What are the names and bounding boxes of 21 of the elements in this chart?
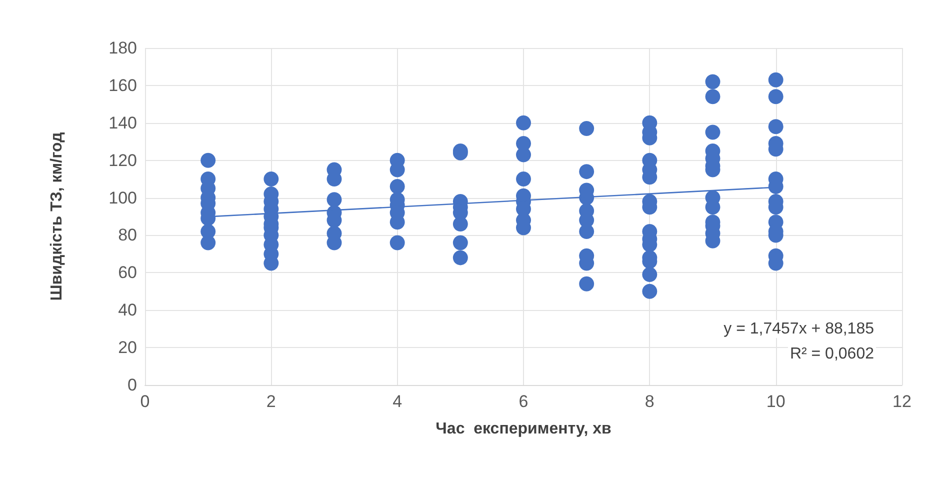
y-tick-label: 100 <box>108 188 137 208</box>
y-tick-label: 140 <box>108 113 137 132</box>
x-tick-label: 2 <box>266 392 276 411</box>
y-tick-label: 0 <box>128 376 137 394</box>
y-axis-title: Швидкість ТЗ, км/год <box>48 132 66 301</box>
y-tick-label: 160 <box>108 76 137 95</box>
x-tick-label: 0 <box>140 392 150 411</box>
x-tick-label: 10 <box>766 392 786 411</box>
y-tick-label: 20 <box>118 338 137 358</box>
x-tick-label: 4 <box>392 392 402 411</box>
x-tick-label: 8 <box>644 392 654 411</box>
x-tick-label: 12 <box>892 392 912 411</box>
y-tick-label: 80 <box>118 226 137 245</box>
y-tick-label: 60 <box>118 263 137 282</box>
annotation: y = 1,7457x + 88,185 <box>724 320 874 338</box>
y-tick-label: 180 <box>108 38 137 58</box>
y-tick-label: 40 <box>118 300 137 320</box>
y-tick-label: 120 <box>108 150 137 170</box>
annotation: R² = 0,0602 <box>790 346 874 362</box>
x-tick-label: 6 <box>518 392 528 411</box>
x-axis-title: Час експерименту, хв <box>436 420 612 438</box>
